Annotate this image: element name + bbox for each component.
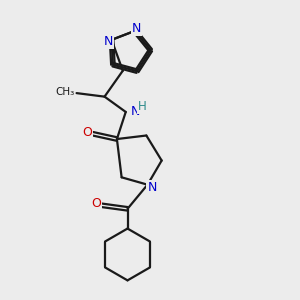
Text: CH₃: CH₃ [55,87,74,97]
Text: N: N [147,181,157,194]
Text: N: N [131,105,140,118]
Text: H: H [138,100,146,113]
Text: N: N [132,22,141,35]
Text: O: O [82,126,92,139]
Text: O: O [92,197,101,210]
Text: N: N [103,35,113,48]
